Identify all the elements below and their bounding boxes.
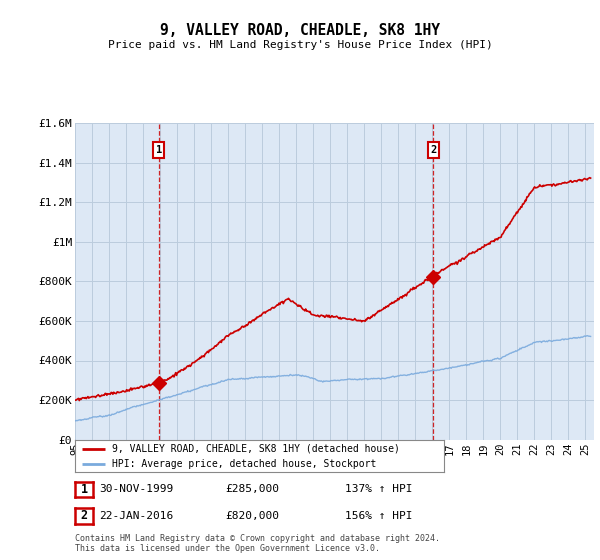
Text: Contains HM Land Registry data © Crown copyright and database right 2024.
This d: Contains HM Land Registry data © Crown c… xyxy=(75,534,440,553)
Text: 156% ↑ HPI: 156% ↑ HPI xyxy=(345,511,413,521)
Text: 1: 1 xyxy=(80,483,88,496)
Text: £285,000: £285,000 xyxy=(225,484,279,494)
Text: 2: 2 xyxy=(80,509,88,522)
Text: 9, VALLEY ROAD, CHEADLE, SK8 1HY: 9, VALLEY ROAD, CHEADLE, SK8 1HY xyxy=(160,24,440,38)
Text: 137% ↑ HPI: 137% ↑ HPI xyxy=(345,484,413,494)
Text: £820,000: £820,000 xyxy=(225,511,279,521)
Text: 2: 2 xyxy=(430,145,436,155)
Text: 30-NOV-1999: 30-NOV-1999 xyxy=(99,484,173,494)
Text: 9, VALLEY ROAD, CHEADLE, SK8 1HY (detached house): 9, VALLEY ROAD, CHEADLE, SK8 1HY (detach… xyxy=(112,444,400,454)
Text: 1: 1 xyxy=(155,145,162,155)
Text: Price paid vs. HM Land Registry's House Price Index (HPI): Price paid vs. HM Land Registry's House … xyxy=(107,40,493,50)
Text: 22-JAN-2016: 22-JAN-2016 xyxy=(99,511,173,521)
Text: HPI: Average price, detached house, Stockport: HPI: Average price, detached house, Stoc… xyxy=(112,460,376,469)
